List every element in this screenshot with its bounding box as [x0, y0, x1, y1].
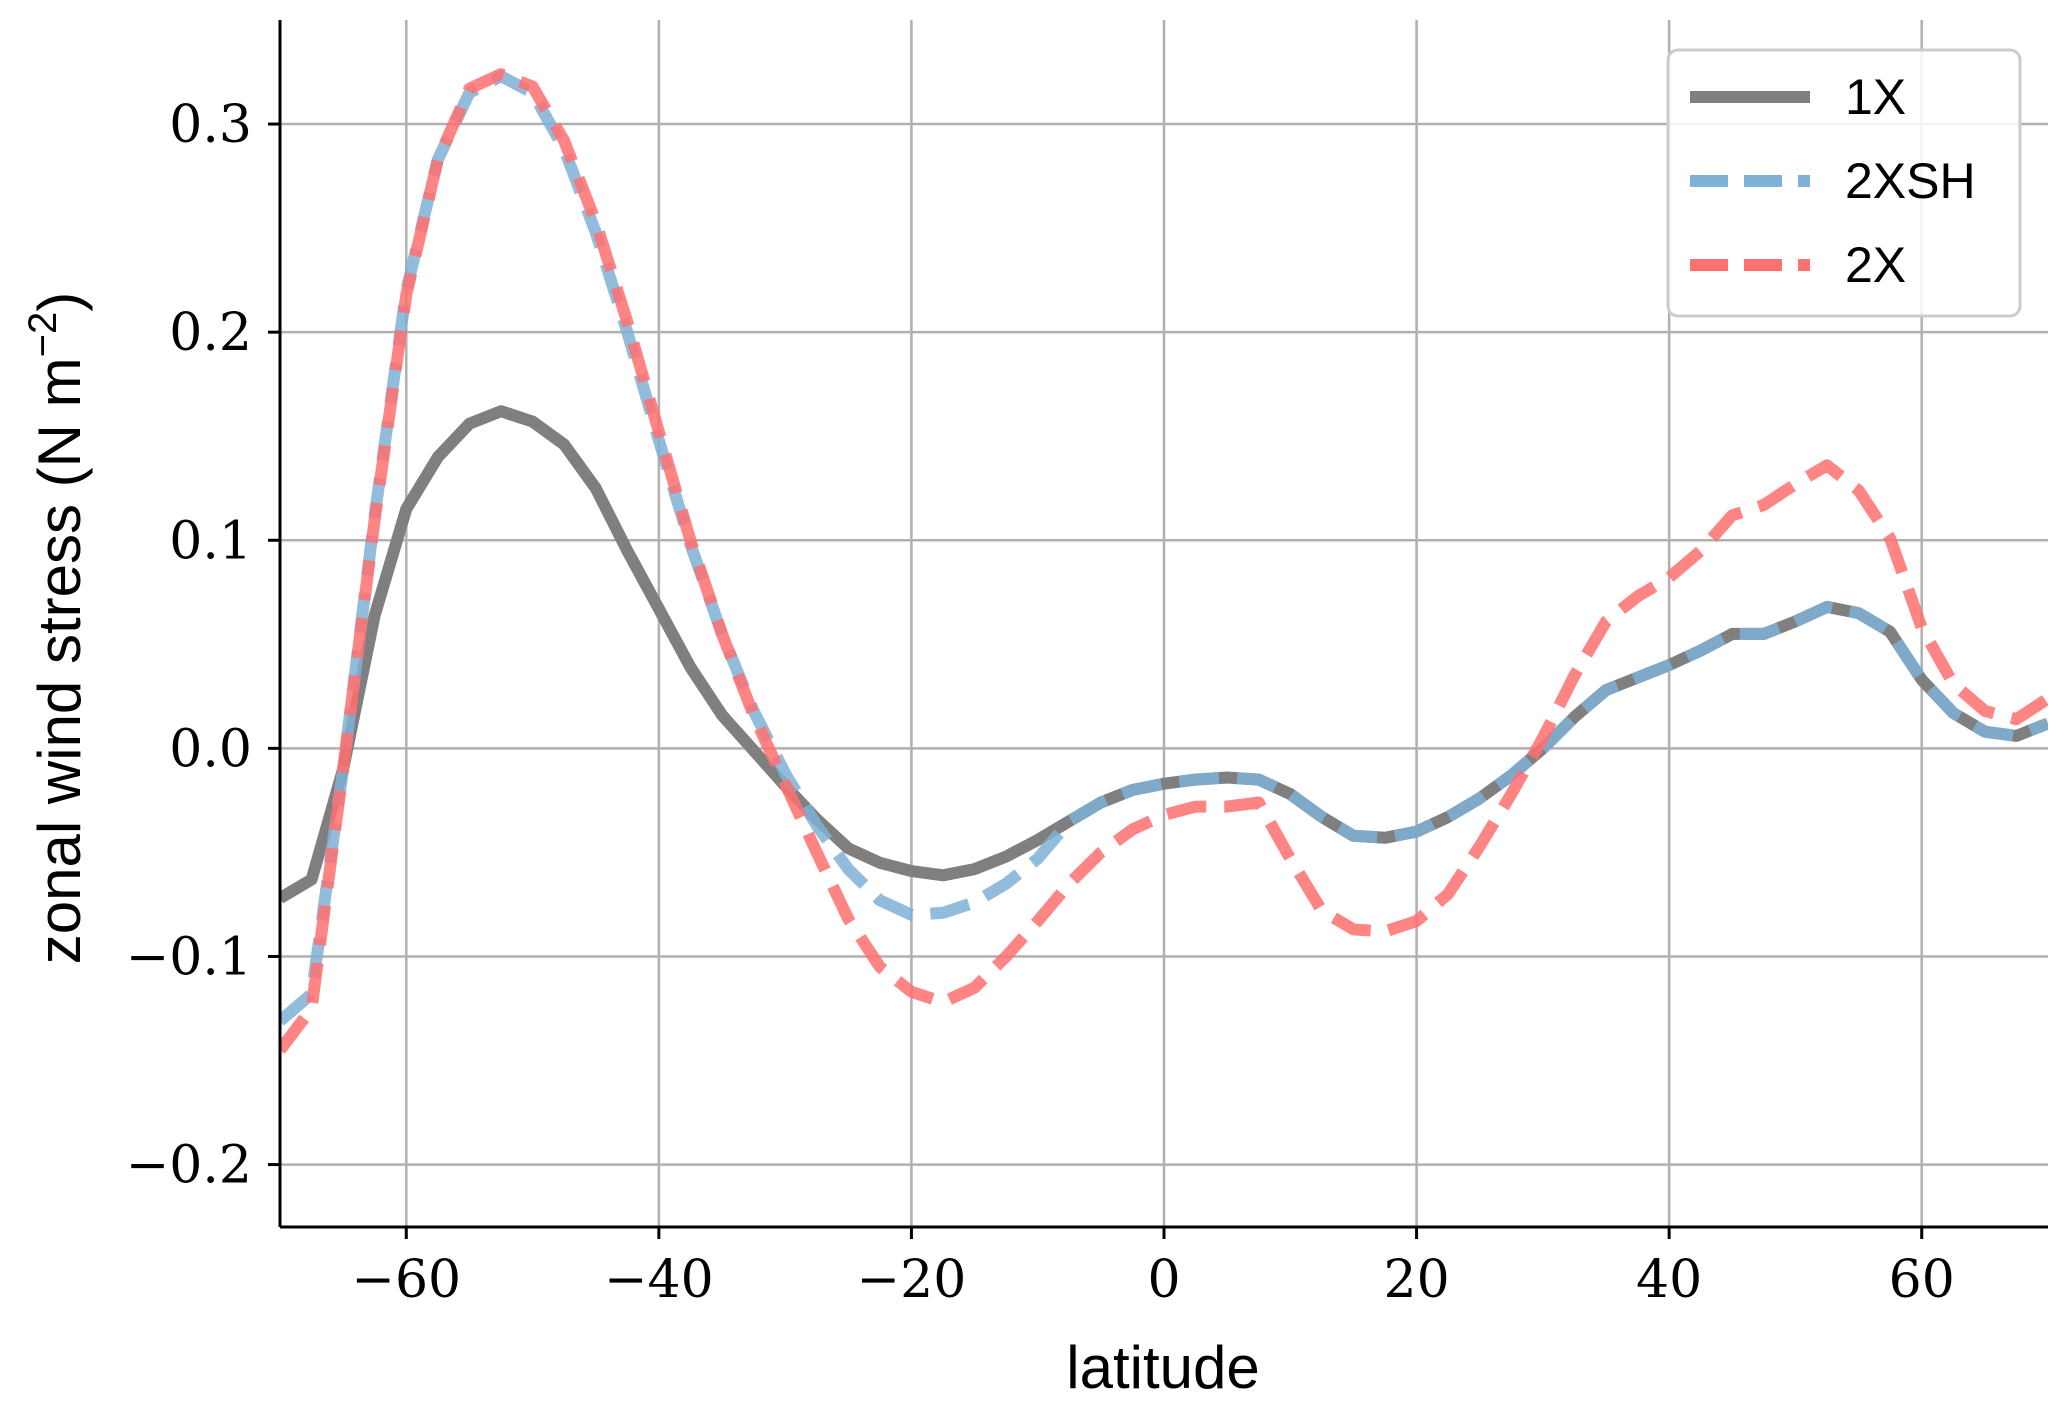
- y-tick-label: 0.1: [169, 511, 252, 571]
- y-tick-label: 0.0: [169, 719, 252, 779]
- y-axis-title: zonal wind stress (N m−2): [21, 292, 93, 964]
- legend-label-2x: 2X: [1845, 237, 1906, 293]
- legend: 1X 2XSH 2X: [1666, 48, 2022, 318]
- x-tick-label: 60: [1889, 1250, 1955, 1310]
- svg-text:zonal wind stress (N m−2): zonal wind stress (N m−2): [21, 292, 93, 964]
- y-tick-label: 0.2: [169, 303, 252, 363]
- y-tick-label: 0.3: [169, 95, 252, 155]
- series-line-2xsh: [280, 70, 2048, 1026]
- y-tick-label: −0.1: [126, 927, 252, 987]
- y-axis-title-close: ): [26, 292, 93, 312]
- series-lines: [280, 68, 2048, 1054]
- y-axis-title-sup: −2: [21, 312, 65, 358]
- x-axis-title: latitude: [1066, 1334, 1259, 1401]
- x-tick-label: 20: [1383, 1250, 1449, 1310]
- legend-label-2xsh: 2XSH: [1845, 153, 1976, 209]
- y-axis-title-main: zonal wind stress (N m: [26, 357, 93, 964]
- x-tick-label: −20: [857, 1250, 967, 1310]
- x-tick-label: 0: [1147, 1250, 1180, 1310]
- legend-label-1x: 1X: [1845, 69, 1906, 125]
- x-tick-label: −60: [351, 1250, 461, 1310]
- x-tick-label: 40: [1636, 1250, 1702, 1310]
- legend-frame: [1666, 48, 2022, 318]
- axes: [268, 20, 2048, 1239]
- tick-labels: −60 −40 −20 0 20 40 60 −0.2 −0.1 0.0 0.1 0.2 0.3: [126, 95, 1955, 1310]
- x-tick-label: −40: [604, 1250, 714, 1310]
- y-tick-label: −0.2: [126, 1136, 252, 1196]
